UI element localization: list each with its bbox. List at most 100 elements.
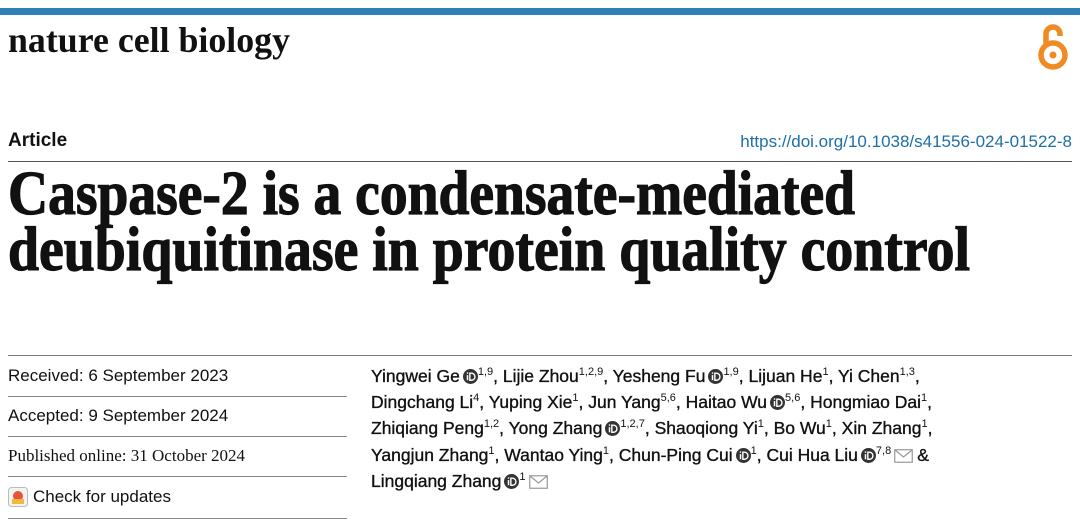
author-name: Yuping Xie (488, 392, 573, 413)
author-name: Yi Chen (837, 366, 900, 386)
received-date: Received: 6 September 2023 (8, 366, 229, 385)
author: Shaoqiong Yi1, (654, 418, 769, 439)
affiliations: 1,9 (723, 366, 739, 378)
orcid-mark (739, 450, 741, 453)
separator: , (763, 418, 769, 439)
divider (8, 476, 347, 477)
author-name: Bo Wu (773, 418, 826, 439)
separator: , (756, 444, 762, 465)
affiliations: 1 (825, 418, 832, 431)
author-name: Cui Hua Liu (766, 444, 858, 465)
orcid-mark (864, 453, 867, 459)
author-list: Yingwei Ge 1,9, Lijie Zhou1,2,9, Yesheng … (371, 363, 1011, 494)
title-line: deubiquitinase in protein quality contro… (8, 216, 970, 284)
email-icon[interactable] (894, 448, 914, 463)
affiliations: 1 (757, 418, 764, 431)
affiliations: 1 (921, 418, 928, 431)
separator: , (738, 366, 744, 386)
affiliations: 5,6 (660, 392, 676, 405)
separator: , (499, 418, 505, 439)
author: Chun-Ping Cui 1, (619, 444, 762, 465)
author: Haitao Wu 5,6, (685, 392, 806, 413)
separator: , (603, 366, 609, 386)
separator: , (927, 418, 933, 439)
check-updates[interactable]: Check for updates (33, 487, 171, 506)
author-name: Haitao Wu (685, 392, 768, 413)
orcid-mark (714, 372, 722, 381)
author-name: Yingwei Ge (371, 366, 460, 386)
orcid-icon[interactable] (860, 447, 876, 463)
journal-name: nature cell biology (8, 20, 290, 60)
orcid-mark (508, 479, 510, 486)
orcid-icon[interactable] (462, 369, 478, 384)
orcid-mark (739, 453, 741, 459)
author: Hongmiao Dai1, (810, 392, 932, 412)
affiliations: 4 (473, 392, 480, 405)
author: Xin Zhang1, (841, 418, 933, 439)
affiliations: 1,3 (899, 366, 915, 378)
author: Yangjun Zhang1, (371, 444, 500, 465)
orcid-icon[interactable] (708, 369, 724, 384)
separator: , (675, 392, 681, 413)
affiliations: 7,8 (875, 444, 892, 457)
affiliations: 1 (822, 366, 829, 378)
top-bar (0, 8, 1080, 15)
separator: & (917, 444, 929, 465)
orcid-mark (609, 427, 611, 433)
orcid-mark (741, 451, 749, 460)
author-name: Yong Zhang (508, 418, 603, 439)
author-name: Zhiqiang Peng (371, 418, 484, 439)
separator: , (828, 366, 834, 386)
separator: , (927, 392, 932, 413)
author-name: Xin Zhang (841, 418, 922, 439)
separator: , (493, 366, 499, 386)
orcid-mark (712, 375, 714, 381)
affiliations: 1 (750, 444, 757, 457)
author: Lingqiang Zhang 1 (371, 471, 548, 491)
affiliations: 1,2,7 (620, 418, 645, 431)
orcid-mark (773, 401, 776, 407)
affiliations: 1,2 (483, 418, 500, 431)
separator: , (800, 392, 806, 413)
author: Zhiqiang Peng1,2, (371, 418, 504, 438)
author: Lijie Zhou1,2,9, (503, 366, 609, 386)
divider (8, 436, 347, 437)
author: Wantao Ying1, (504, 444, 614, 465)
orcid-mark (468, 372, 476, 381)
author-name: Yesheng Fu (612, 366, 706, 386)
email-icon[interactable] (528, 474, 548, 489)
orcid-mark (508, 477, 510, 479)
title-line: Caspase-2 is a condensate-mediated (8, 160, 855, 228)
envelope-flap (529, 475, 547, 484)
author-name: Yangjun Zhang (371, 444, 489, 465)
author-name: Wantao Ying (504, 444, 603, 465)
orcid-icon[interactable] (504, 473, 520, 489)
affiliations: 1,9 (477, 366, 494, 378)
orcid-icon[interactable] (605, 421, 621, 437)
affiliations: 1 (488, 444, 495, 457)
separator: , (609, 444, 614, 465)
orcid-mark (466, 375, 469, 381)
header-graphics: nature cell biology Caspase-2 is a conde… (7, 20, 1068, 285)
divider (8, 396, 347, 397)
author-name: Lijuan He (748, 366, 823, 386)
envelope (894, 448, 914, 463)
affiliations: 5,6 (785, 392, 801, 405)
author: Bo Wu1, (773, 418, 837, 439)
envelope (528, 474, 548, 489)
author: Jun Yang5,6, (588, 392, 681, 412)
orcid-icon[interactable] (735, 447, 751, 463)
orcid-icon[interactable] (770, 395, 786, 411)
separator: , (494, 444, 500, 465)
check-updates-icon[interactable] (8, 487, 28, 507)
author: Yingwei Ge 1,9, (371, 366, 498, 386)
doi-link[interactable]: https://doi.org/10.1038/s41556-024-01522… (740, 132, 1072, 151)
separator: , (479, 392, 485, 413)
author-name: Jun Yang (588, 392, 661, 413)
author-name: Hongmiao Dai (810, 392, 921, 413)
orcid-mark (773, 398, 776, 401)
author-name: Lingqiang Zhang (371, 470, 502, 491)
orcid-mark (864, 450, 867, 453)
affiliations: 1 (920, 392, 928, 405)
